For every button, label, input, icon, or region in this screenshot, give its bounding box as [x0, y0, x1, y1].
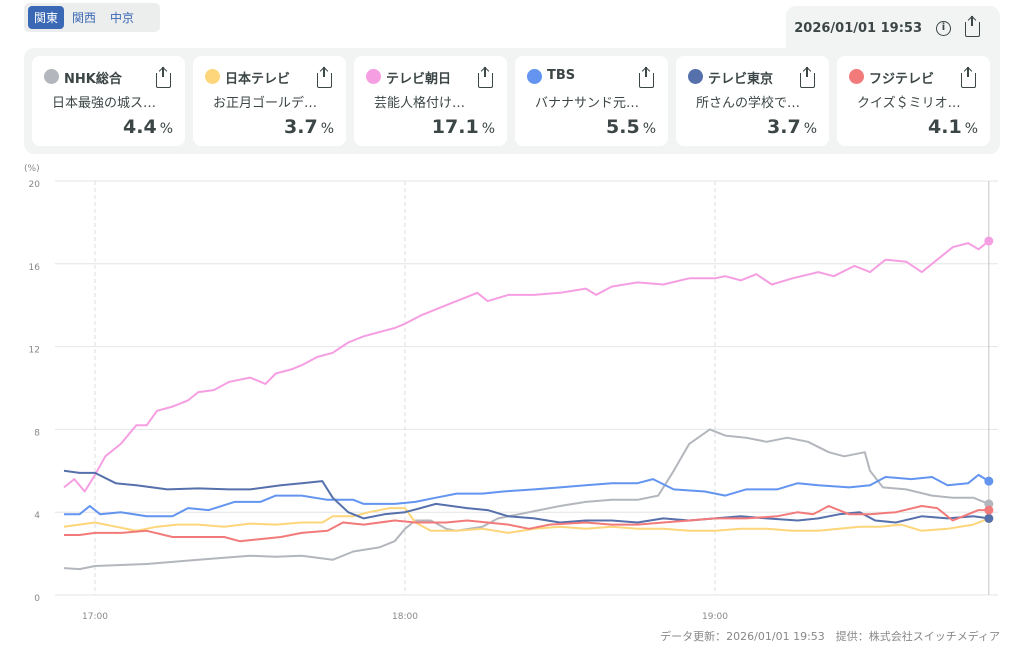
channel-card[interactable]: NHK総合 日本最強の城ス… 4.4%	[32, 56, 185, 146]
channel-name: フジテレビ	[869, 72, 935, 87]
rating-unit: %	[642, 121, 656, 137]
rating-unit: %	[964, 121, 978, 137]
program-title: 芸能人格付け…	[374, 96, 466, 111]
channel-color-dot	[849, 69, 864, 84]
channel-cards: NHK総合 日本最強の城ス… 4.4% 日本テレビ お正月ゴールデ… 3.7% …	[32, 56, 990, 146]
channel-name: TBS	[547, 68, 576, 83]
channel-card[interactable]: テレビ東京 所さんの学校で… 3.7%	[676, 56, 829, 146]
series-end-marker	[984, 505, 994, 515]
program-title: 日本最強の城ス…	[52, 96, 157, 111]
tab-kansai[interactable]: 関西	[72, 11, 97, 25]
y-tick-label: 4	[34, 511, 40, 521]
share-icon[interactable]	[478, 67, 493, 88]
rating-number: 4.4	[123, 116, 157, 138]
channel-color-dot	[366, 69, 381, 84]
program-title: 所さんの学校で…	[696, 96, 801, 111]
rating-number: 4.1	[928, 116, 962, 138]
share-icon[interactable]	[639, 67, 654, 88]
share-icon[interactable]	[961, 67, 976, 88]
rating-number: 17.1	[431, 116, 479, 138]
channel-color-dot	[205, 69, 220, 84]
channel-name: テレビ東京	[708, 72, 774, 87]
rating-value: 3.7%	[284, 116, 334, 138]
share-icon[interactable]	[317, 67, 332, 88]
series-end-marker	[984, 236, 994, 246]
channel-card[interactable]: TBS バナナサンド元… 5.5%	[515, 56, 668, 146]
x-tick-label: 19:00	[702, 612, 728, 622]
channel-name: テレビ朝日	[386, 72, 452, 87]
program-title: クイズ＄ミリオ…	[857, 96, 961, 111]
rating-value: 4.1%	[928, 116, 978, 138]
y-tick-label: 16	[29, 263, 41, 273]
channel-card[interactable]: 日本テレビ お正月ゴールデ… 3.7%	[193, 56, 346, 146]
share-icon[interactable]	[800, 67, 815, 88]
series-line-4	[63, 469, 989, 524]
y-tick-label: 12	[29, 346, 40, 356]
x-tick-label: 18:00	[392, 612, 418, 622]
channel-name: 日本テレビ	[225, 72, 291, 87]
rating-unit: %	[159, 121, 173, 137]
y-tick-label: 0	[34, 594, 40, 604]
rating-unit: %	[320, 121, 334, 137]
rating-unit: %	[481, 121, 495, 137]
series-line-3	[64, 473, 990, 518]
rating-unit: %	[803, 121, 817, 137]
rating-number: 5.5	[606, 116, 640, 138]
info-icon[interactable]: i	[936, 20, 951, 36]
rating-value: 4.4%	[123, 116, 173, 138]
rating-value: 3.7%	[767, 116, 817, 138]
series-end-marker	[984, 513, 994, 523]
tab-kanto[interactable]: 関東	[28, 6, 65, 29]
timestamp: 2026/01/01 19:53	[794, 20, 922, 36]
series-end-marker	[984, 476, 994, 486]
x-tick-label: 17:00	[82, 612, 108, 622]
share-icon[interactable]	[156, 67, 171, 88]
rating-value: 5.5%	[606, 116, 656, 138]
program-title: お正月ゴールデ…	[213, 96, 318, 111]
series-line-5	[64, 505, 989, 543]
channel-color-dot	[527, 69, 542, 84]
y-tick-label: 20	[29, 180, 41, 190]
rating-number: 3.7	[767, 116, 801, 138]
tab-chukyo[interactable]: 中京	[110, 11, 135, 25]
share-icon[interactable]	[965, 16, 980, 37]
rating-number: 3.7	[284, 116, 318, 138]
data-source-footer: データ更新：2026/01/01 19:53 提供：株式会社スイッチメディア	[660, 630, 1000, 643]
channel-color-dot	[688, 69, 703, 84]
rating-value: 17.1%	[432, 116, 495, 138]
series-line-1	[63, 507, 990, 534]
channel-color-dot	[44, 69, 59, 84]
channel-card[interactable]: フジテレビ クイズ＄ミリオ… 4.1%	[837, 56, 990, 146]
series-line-0	[63, 428, 990, 571]
channel-card[interactable]: テレビ朝日 芸能人格付け… 17.1%	[354, 56, 507, 146]
series-end-marker	[984, 499, 994, 509]
region-tabs: 関東 関西 中京	[24, 3, 160, 32]
channel-name: NHK総合	[64, 72, 122, 87]
program-title: バナナサンド元…	[535, 96, 640, 111]
series-line-2	[63, 240, 990, 493]
y-axis-unit: (%)	[24, 164, 40, 174]
y-tick-label: 8	[34, 428, 40, 438]
timestamp-bar: 2026/01/01 19:53 i	[786, 6, 1000, 50]
